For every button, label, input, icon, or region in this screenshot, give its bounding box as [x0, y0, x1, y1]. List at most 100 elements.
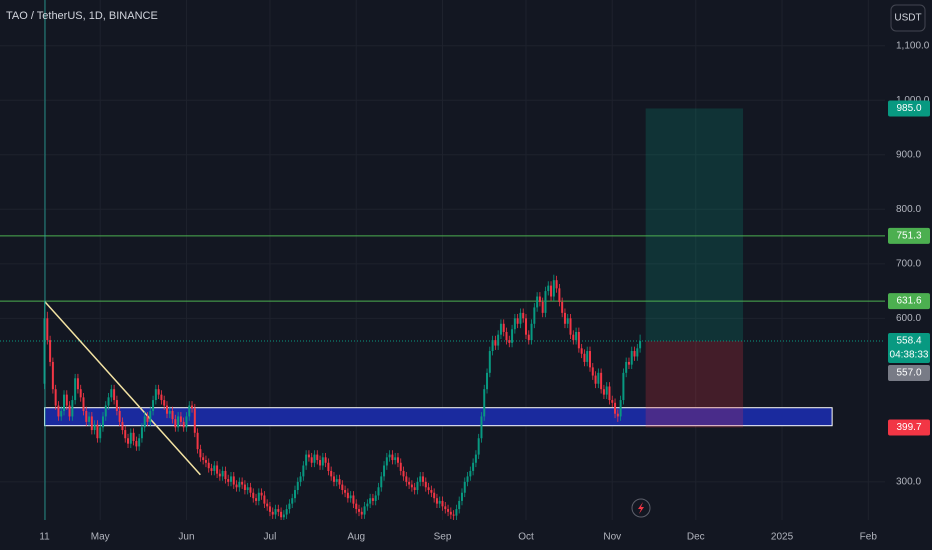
price-line-label: 631.6	[896, 296, 921, 307]
candle-body	[474, 454, 477, 463]
candle-body	[435, 498, 438, 504]
candle-body	[616, 413, 619, 417]
candle-body	[396, 457, 399, 463]
candle-body	[363, 506, 366, 515]
candle-body	[522, 312, 525, 319]
candle-body	[268, 506, 271, 512]
candle-body	[575, 331, 578, 341]
candle-body	[310, 457, 313, 463]
grid-layer	[0, 0, 885, 520]
candle-body	[138, 438, 141, 447]
candle-body	[241, 481, 244, 485]
candle-body	[497, 334, 500, 346]
candle-body	[65, 394, 68, 406]
candle-body	[441, 500, 444, 507]
candle-body	[246, 487, 249, 491]
candle-body	[216, 465, 219, 474]
candle-body	[196, 432, 199, 450]
candle-body	[229, 476, 232, 482]
candle-body	[157, 389, 160, 395]
candle-body	[252, 492, 255, 499]
candle-body	[288, 503, 291, 510]
candle-body	[447, 509, 450, 512]
candle-body	[541, 301, 544, 313]
candle-body	[294, 490, 296, 499]
candle-body	[611, 400, 614, 403]
candle-body	[79, 389, 82, 398]
candle-body	[408, 481, 411, 485]
candle-body	[110, 389, 113, 398]
candle-body	[410, 484, 413, 488]
other-price-label-box	[888, 364, 930, 381]
candle-body	[266, 503, 269, 507]
candle-body	[213, 465, 216, 471]
candle-body	[344, 490, 347, 493]
currency-button[interactable]	[890, 4, 926, 32]
candle-body	[516, 318, 519, 324]
candle-body	[399, 462, 402, 471]
candle-body	[614, 402, 617, 414]
candle-body	[302, 465, 305, 477]
candle-body	[163, 400, 166, 406]
candle-body	[90, 416, 93, 431]
candle-body	[466, 476, 469, 482]
target-label-box	[888, 100, 930, 117]
price-line-label-box	[888, 227, 930, 244]
candle-body	[555, 280, 558, 289]
other-price-label: 557.0	[896, 368, 921, 379]
candle-body	[115, 400, 118, 411]
candle-body	[324, 457, 327, 463]
currency-label[interactable]: USDT	[894, 13, 921, 24]
candle-body	[93, 424, 96, 431]
x-tick-label: Nov	[603, 532, 621, 543]
candle-body	[547, 285, 550, 292]
candle-body	[380, 476, 383, 488]
candle-body	[341, 484, 344, 491]
countdown: 04:38:33	[890, 350, 929, 361]
candle-body	[633, 351, 636, 357]
candle-body	[424, 481, 427, 488]
x-tick-label: Sep	[434, 532, 452, 543]
candle-body	[88, 416, 91, 422]
candle-body	[469, 470, 472, 477]
candle-body	[71, 400, 74, 417]
candle-body	[602, 389, 605, 395]
candle-body	[394, 457, 397, 461]
candle-body	[488, 351, 491, 373]
candle-body	[51, 361, 54, 390]
x-tick-label: Jul	[264, 532, 277, 543]
candle-body	[202, 457, 205, 461]
candle-body	[249, 487, 252, 493]
y-tick-label: 800.0	[896, 204, 921, 215]
x-tick-label: 11	[39, 532, 50, 543]
x-tick-label: Feb	[860, 532, 878, 543]
candle-body	[207, 462, 210, 469]
candle-body	[177, 416, 180, 428]
candle-body	[140, 427, 143, 439]
candle-body	[639, 340, 642, 349]
candle-body	[625, 361, 628, 373]
candle-body	[299, 476, 302, 482]
candle-body	[185, 416, 188, 428]
target-area	[645, 108, 744, 341]
candle-body	[416, 481, 419, 491]
candle-body	[146, 416, 149, 422]
candle-body	[369, 498, 372, 504]
candle-body	[591, 367, 594, 376]
candle-body	[627, 361, 630, 365]
x-tick-label: Oct	[518, 532, 534, 543]
candle-body	[366, 503, 369, 507]
candle-body	[550, 285, 553, 297]
candle-body	[594, 375, 597, 384]
candle-body	[491, 340, 494, 352]
candle-body	[383, 465, 386, 477]
candle-body	[174, 419, 177, 428]
candle-body	[377, 487, 380, 496]
candle-body	[149, 410, 152, 422]
candle-body	[282, 514, 285, 518]
candle-body	[227, 479, 230, 482]
